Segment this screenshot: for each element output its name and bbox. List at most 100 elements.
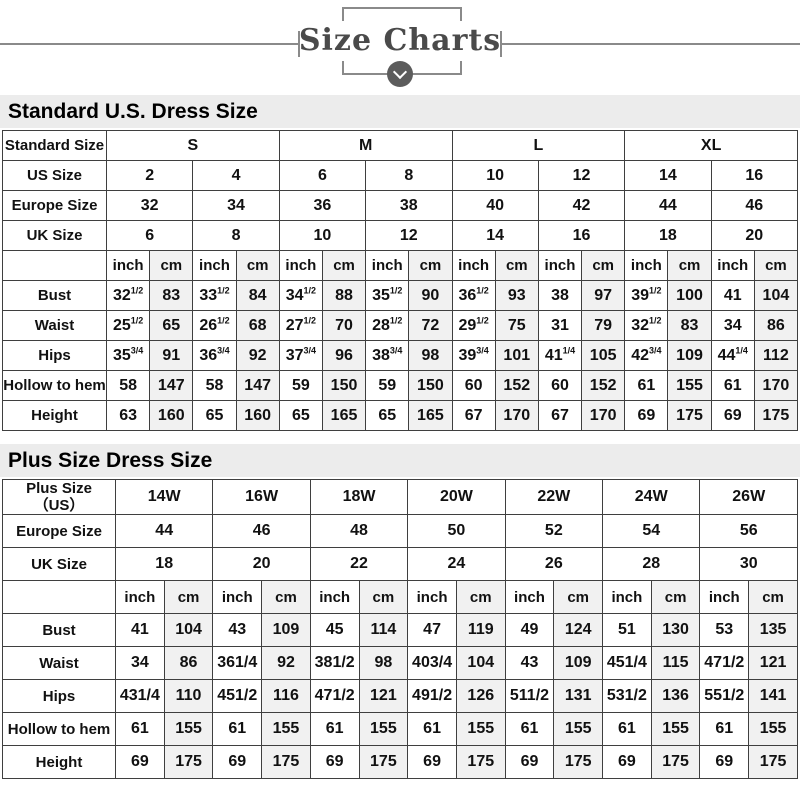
value-cell: 124 bbox=[553, 613, 604, 647]
value-cell: 152 bbox=[494, 370, 539, 401]
inch-header-cell: inch bbox=[309, 580, 360, 614]
value-cell: 104 bbox=[753, 280, 799, 311]
cm-header-cell: cm bbox=[163, 580, 214, 614]
value-cell: 170 bbox=[581, 400, 626, 431]
value-cell: 47 bbox=[407, 613, 457, 647]
size-cell: 16W bbox=[212, 479, 311, 515]
value-cell: 471/2 bbox=[309, 679, 360, 713]
value-cell: 431/4 bbox=[115, 679, 165, 713]
size-cell: XL bbox=[624, 130, 798, 161]
value-cell: 34 bbox=[115, 646, 165, 680]
page-header: Size Charts bbox=[0, 0, 800, 92]
cm-header-cell: cm bbox=[650, 580, 701, 614]
size-cell: 18 bbox=[114, 547, 214, 581]
size-cell: 48 bbox=[309, 514, 409, 548]
section-title-standard: Standard U.S. Dress Size bbox=[0, 95, 800, 128]
size-cell: 22 bbox=[309, 547, 409, 581]
value-cell: 79 bbox=[581, 310, 626, 341]
value-cell: 70 bbox=[321, 310, 367, 341]
size-cell: M bbox=[278, 130, 453, 161]
size-cell: 26 bbox=[504, 547, 604, 581]
value-cell: 86 bbox=[163, 646, 214, 680]
value-cell: 65 bbox=[149, 310, 194, 341]
size-cell: 24W bbox=[602, 479, 701, 515]
value-cell: 61 bbox=[699, 712, 750, 746]
value-cell: 160 bbox=[149, 400, 194, 431]
value-cell: 150 bbox=[321, 370, 367, 401]
size-cell: 14 bbox=[624, 160, 712, 191]
value-cell: 451/2 bbox=[212, 679, 263, 713]
value-cell: 65 bbox=[278, 400, 323, 431]
value-cell: 381/2 bbox=[309, 646, 360, 680]
value-cell: 551/2 bbox=[699, 679, 750, 713]
value-cell: 69 bbox=[407, 745, 457, 779]
size-cell: 14 bbox=[451, 220, 539, 251]
value-cell: 38 bbox=[537, 280, 583, 311]
value-cell: 31 bbox=[537, 310, 583, 341]
row-label: Hips bbox=[2, 679, 116, 713]
size-cell: 2 bbox=[105, 160, 194, 191]
value-cell: 451/4 bbox=[602, 646, 652, 680]
value-cell: 119 bbox=[455, 613, 506, 647]
value-cell: 92 bbox=[261, 646, 311, 680]
cm-header-cell: cm bbox=[581, 250, 626, 281]
inch-header-cell: inch bbox=[278, 250, 323, 281]
measure-row: Hips 431/4 110 451/2 116 471/2 121 491/2 126 511/… bbox=[2, 679, 798, 713]
chevron-down-icon bbox=[387, 61, 413, 87]
value-cell: 423/4 bbox=[624, 340, 669, 371]
value-cell: 67 bbox=[537, 400, 583, 431]
value-cell: 101 bbox=[494, 340, 539, 371]
inch-header-cell: inch bbox=[105, 250, 151, 281]
value-cell: 361/4 bbox=[212, 646, 263, 680]
value-cell: 130 bbox=[650, 613, 701, 647]
value-cell: 321/2 bbox=[105, 280, 151, 311]
value-cell: 251/2 bbox=[105, 310, 151, 341]
size-cell: 10 bbox=[278, 220, 367, 251]
size-cell: 14W bbox=[114, 479, 214, 515]
value-cell: 43 bbox=[504, 646, 555, 680]
row-label: Waist bbox=[2, 646, 116, 680]
size-cell: 8 bbox=[365, 160, 453, 191]
value-cell: 175 bbox=[261, 745, 311, 779]
chevron-glyph bbox=[392, 64, 408, 80]
size-cell: 34 bbox=[192, 190, 280, 221]
size-cell: 42 bbox=[537, 190, 626, 221]
value-cell: 155 bbox=[261, 712, 311, 746]
value-cell: 361/2 bbox=[451, 280, 496, 311]
value-cell: 131 bbox=[553, 679, 604, 713]
size-cell: 46 bbox=[710, 190, 799, 221]
size-cell: 44 bbox=[114, 514, 214, 548]
value-cell: 43 bbox=[212, 613, 263, 647]
top-bracket bbox=[342, 7, 462, 21]
size-cell: 20 bbox=[710, 220, 799, 251]
value-cell: 69 bbox=[624, 400, 669, 431]
value-cell: 175 bbox=[753, 400, 799, 431]
value-cell: 69 bbox=[115, 745, 165, 779]
size-cell: 6 bbox=[105, 220, 194, 251]
value-cell: 91 bbox=[149, 340, 194, 371]
measure-row: Hollow to hem 61 155 61 155 61 155 61 155 61 155 61… bbox=[2, 712, 798, 746]
value-cell: 49 bbox=[504, 613, 555, 647]
size-row: Plus Size （US） 14W 16W 18W 20W 22W 24W 26W bbox=[2, 479, 798, 515]
size-cell: 12 bbox=[537, 160, 626, 191]
value-cell: 155 bbox=[650, 712, 701, 746]
size-cell: L bbox=[451, 130, 626, 161]
value-cell: 51 bbox=[602, 613, 652, 647]
size-cell: 50 bbox=[407, 514, 506, 548]
size-cell: 12 bbox=[365, 220, 453, 251]
row-label: US Size bbox=[2, 160, 107, 191]
value-cell: 321/2 bbox=[624, 310, 669, 341]
inch-header-cell: inch bbox=[504, 580, 555, 614]
size-cell: 18 bbox=[624, 220, 712, 251]
row-label: Hips bbox=[2, 340, 107, 371]
value-cell: 96 bbox=[321, 340, 367, 371]
inch-header-cell: inch bbox=[192, 250, 237, 281]
value-cell: 136 bbox=[650, 679, 701, 713]
row-label: UK Size bbox=[2, 547, 116, 581]
value-cell: 60 bbox=[537, 370, 583, 401]
value-cell: 63 bbox=[105, 400, 151, 431]
inch-header-cell: inch bbox=[407, 580, 457, 614]
cm-header-cell: cm bbox=[494, 250, 539, 281]
value-cell: 331/2 bbox=[192, 280, 237, 311]
measure-row: Hips 353/4 91 363/4 92 373/4 96 383/4 98 393/4 101… bbox=[2, 340, 799, 371]
